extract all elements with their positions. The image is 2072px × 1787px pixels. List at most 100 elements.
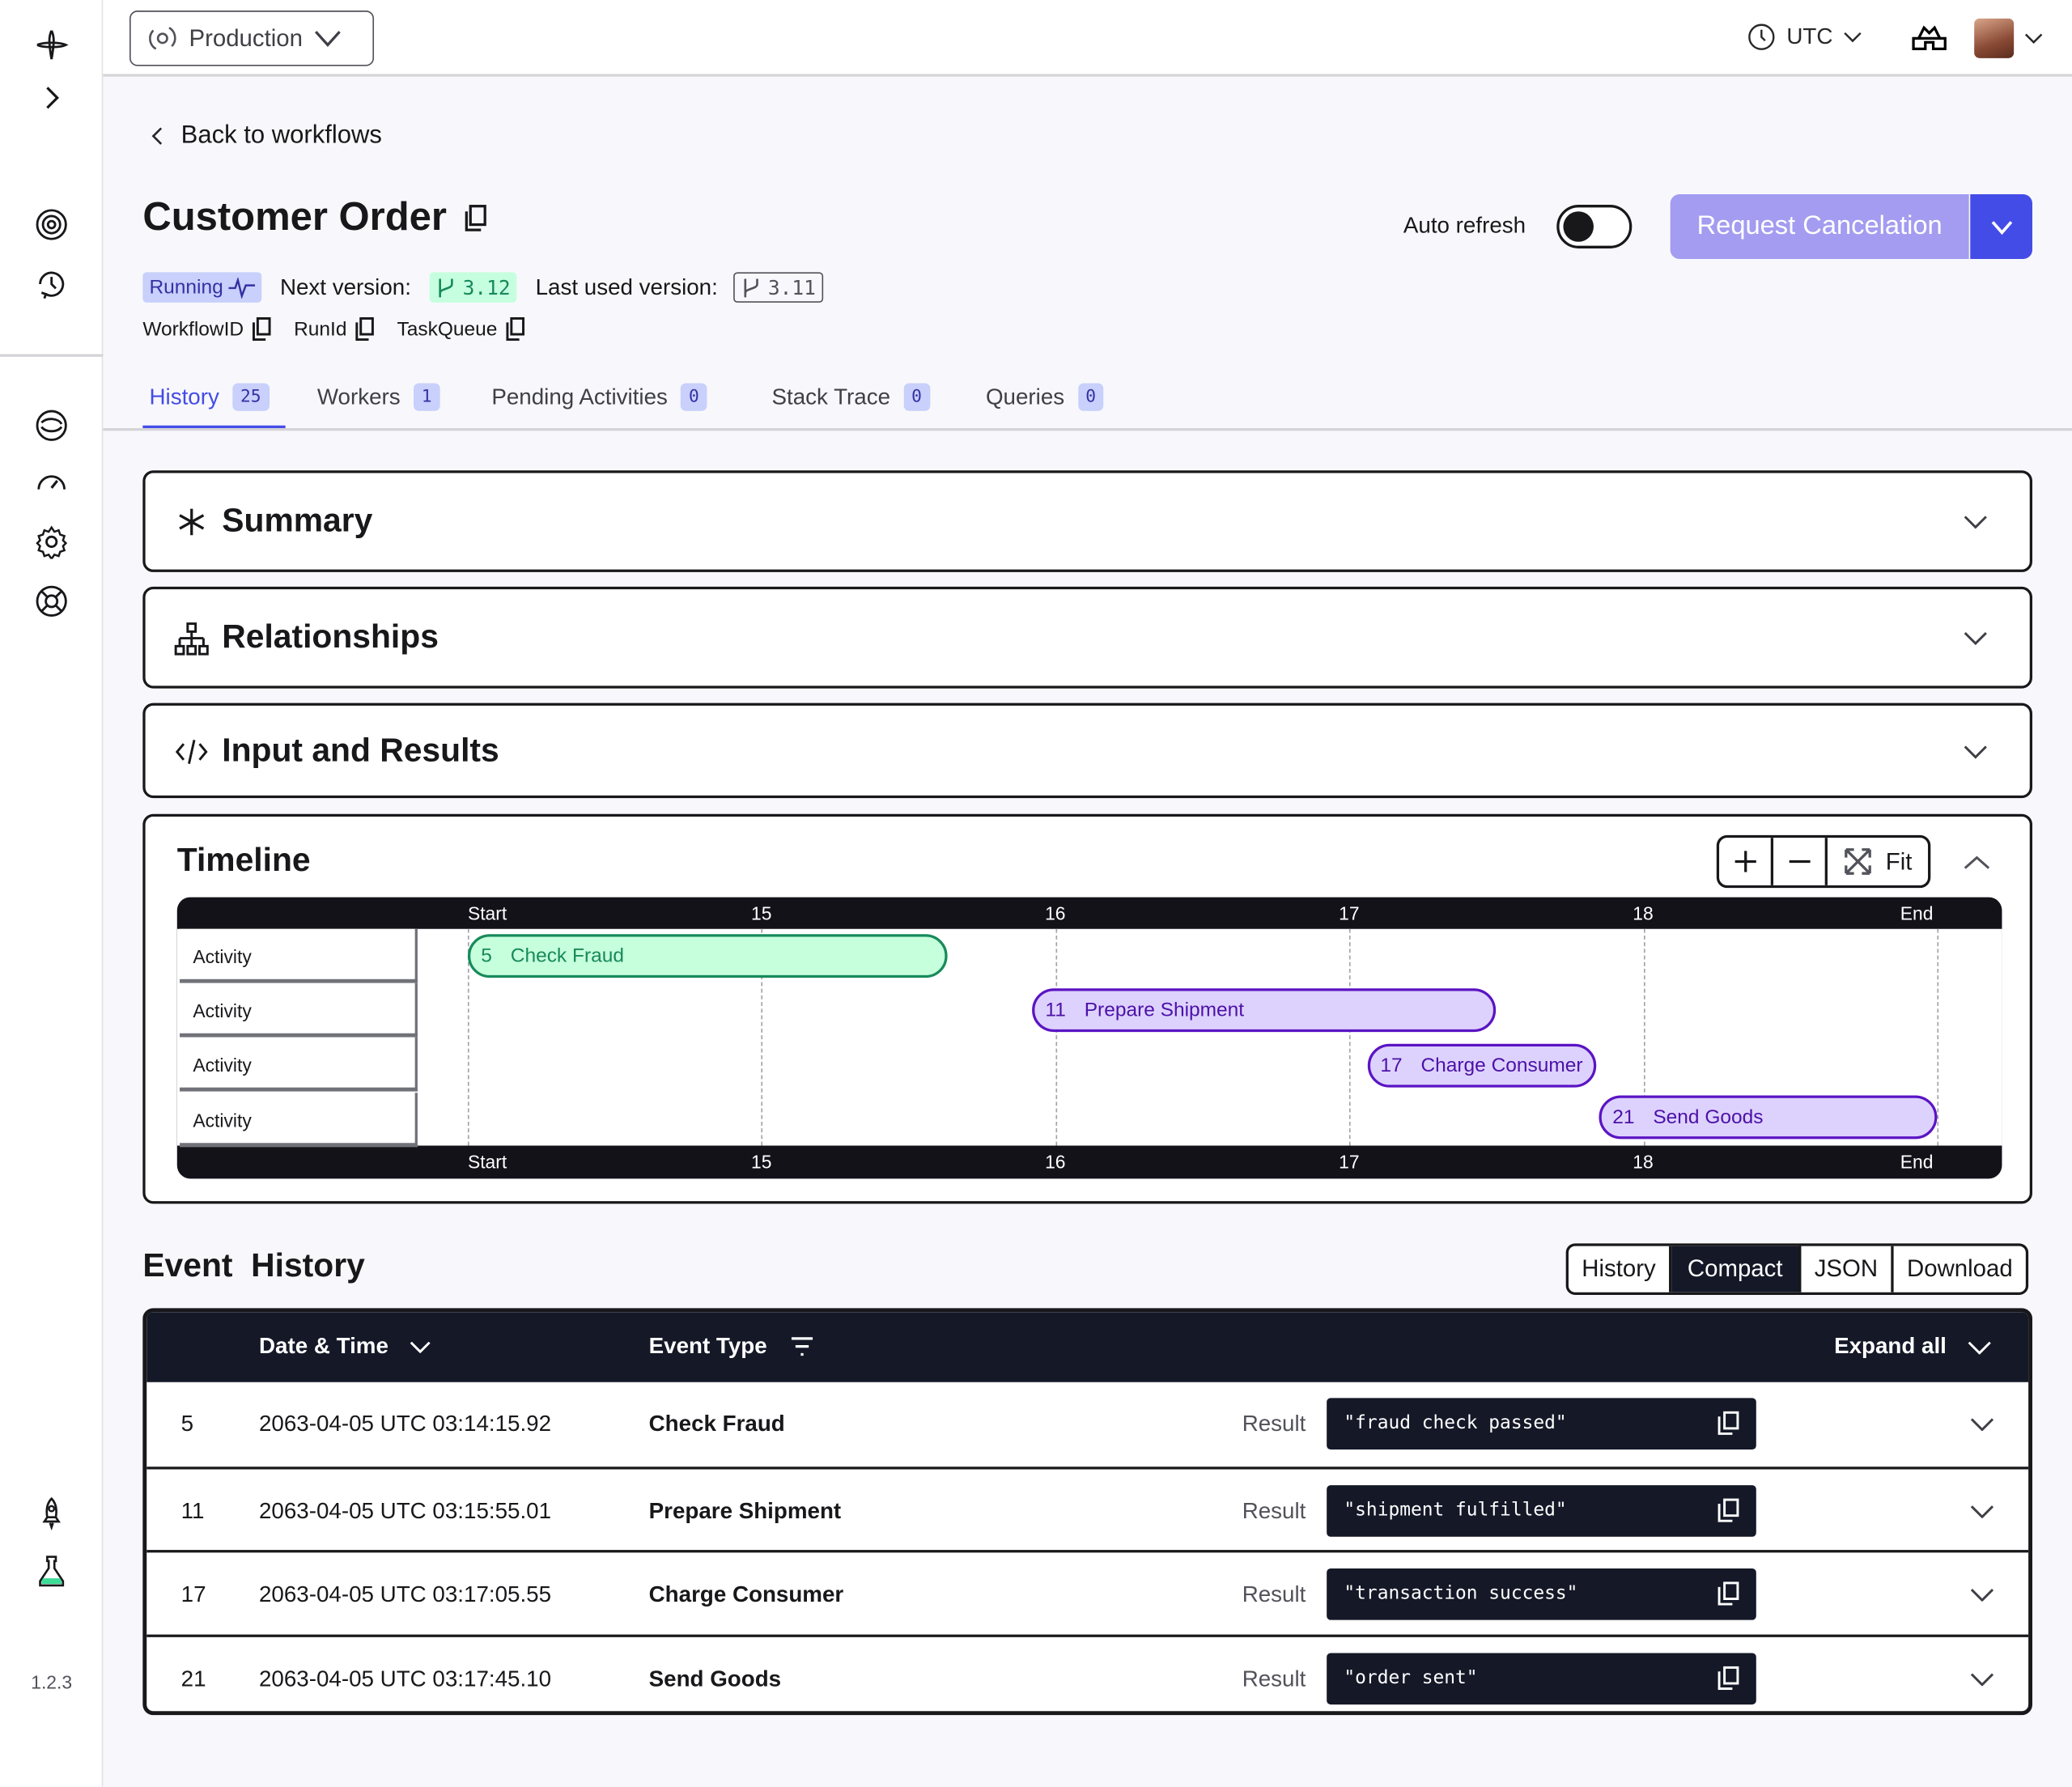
bar-event-name: Prepare Shipment [1084, 999, 1245, 1022]
back-to-workflows-link[interactable]: Back to workflows [149, 121, 382, 151]
user-avatar[interactable] [1974, 18, 2015, 58]
logo-icon[interactable] [34, 28, 69, 62]
bar-event-name: Charge Consumer [1420, 1054, 1583, 1077]
schedules-icon[interactable] [34, 267, 68, 301]
workflow-id-label: WorkflowID [142, 317, 244, 341]
input-results-section[interactable]: Input and Results [142, 702, 2033, 799]
axis-tick-label-bottom: 15 [750, 1151, 772, 1173]
last-version-badge: 3.11 [733, 272, 824, 303]
data-encoder-glasses-icon[interactable] [1911, 25, 1948, 52]
date-time-column-sort[interactable]: Date & Time [259, 1333, 431, 1360]
axis-tick-label-top: 15 [750, 902, 772, 924]
workflows-icon[interactable] [34, 207, 68, 241]
namespace-label: Production [189, 24, 303, 51]
copy-icon[interactable] [1717, 1664, 1740, 1691]
copy-task-queue[interactable]: TaskQueue [397, 316, 527, 342]
event-history-title: Event History [142, 1247, 365, 1284]
request-cancelation-button[interactable]: Request Cancelation [1670, 193, 1969, 259]
chevron-up-icon[interactable] [1964, 855, 1990, 871]
axis-tick-label-top: Start [467, 902, 507, 924]
chevron-down-icon[interactable] [1970, 1416, 1994, 1432]
labs-flask-icon[interactable] [34, 1554, 68, 1588]
chevron-down-icon[interactable] [1970, 1587, 1994, 1602]
view-json-button[interactable]: JSON [1801, 1246, 1894, 1292]
support-icon[interactable] [34, 584, 68, 618]
rocket-icon[interactable] [34, 1496, 68, 1530]
chevron-down-icon[interactable] [1970, 1503, 1994, 1518]
result-value: "shipment fulfilled" [1327, 1484, 1756, 1536]
table-header: Date & Time Event Type Expand all [146, 1312, 2029, 1382]
copy-icon[interactable] [1717, 1496, 1740, 1523]
download-button[interactable]: Download [1907, 1255, 2013, 1282]
copy-icon[interactable] [1717, 1410, 1740, 1437]
timeline-bar[interactable]: 5 Check Fraud [467, 934, 947, 978]
expand-all-button[interactable]: Expand all [1834, 1333, 1991, 1360]
zoom-out-button[interactable] [1773, 838, 1828, 885]
branch-icon [744, 278, 759, 297]
event-id: 17 [180, 1581, 206, 1607]
auto-refresh-toggle[interactable] [1556, 205, 1633, 248]
code-icon [175, 739, 208, 764]
tab-queries[interactable]: Queries 0 [986, 383, 1104, 411]
result-label: Result [1242, 1581, 1306, 1607]
event-date: 2063-04-05 UTC 03:14:15.92 [258, 1411, 552, 1437]
chevron-down-icon[interactable] [2024, 32, 2043, 45]
run-id-label: RunId [294, 317, 347, 341]
relationships-title: Relationships [222, 618, 439, 656]
workflow-ids: WorkflowID RunId TaskQueue [142, 316, 526, 342]
event-type-column-filter[interactable]: Event Type [649, 1333, 815, 1360]
tab-workers[interactable]: Workers 1 [316, 383, 440, 411]
timeline-bar[interactable]: 17 Charge Consumer [1367, 1043, 1597, 1088]
timeline-title: Timeline [176, 841, 311, 879]
summary-section[interactable]: Summary [142, 470, 2033, 572]
view-history-button[interactable]: History [1569, 1246, 1672, 1292]
view-compact-button[interactable]: Compact [1671, 1246, 1802, 1292]
timezone-label: UTC [1786, 23, 1833, 49]
namespaces-icon[interactable] [34, 408, 68, 442]
asterisk-icon [179, 508, 205, 536]
copy-icon [356, 316, 375, 342]
gridline [1937, 928, 1939, 1146]
row-label: Activity [180, 928, 418, 983]
table-row[interactable]: 5 2063-04-05 UTC 03:14:15.92 Check Fraud… [146, 1382, 2028, 1467]
dashboard-icon[interactable] [34, 466, 68, 500]
timeline-bar[interactable]: 21 Send Goods [1599, 1095, 1938, 1140]
chevron-down-icon [1990, 220, 2012, 235]
copy-workflow-id[interactable]: WorkflowID [142, 316, 273, 342]
tab-label: Workers [316, 384, 401, 410]
axis-tick-label-bottom: 17 [1339, 1151, 1360, 1173]
result-text: "transaction success" [1344, 1582, 1578, 1605]
tab-pending-activities[interactable]: Pending Activities 0 [491, 383, 707, 411]
tab-history[interactable]: History 25 [149, 383, 270, 411]
zoom-in-button[interactable] [1719, 838, 1774, 885]
table-row[interactable]: 17 2063-04-05 UTC 03:17:05.55 Charge Con… [146, 1550, 2029, 1634]
settings-icon[interactable] [34, 524, 68, 559]
chevron-down-icon[interactable] [1970, 1670, 1994, 1686]
chevron-down-icon [315, 31, 341, 47]
fit-button[interactable]: Fit [1828, 838, 1928, 885]
namespace-selector[interactable]: Production [129, 11, 375, 66]
cancel-options-dropdown[interactable] [1970, 193, 2033, 259]
page-title: Customer Order [142, 195, 447, 240]
timeline-bar[interactable]: 11 Prepare Shipment [1032, 988, 1497, 1033]
timeline-body: Activity 5 Check Fraud Activity 11 Prepare Sh… [176, 928, 2002, 1147]
plus-icon [1734, 851, 1756, 872]
event-type: Check Fraud [648, 1411, 785, 1437]
expand-sidebar-icon[interactable] [34, 81, 68, 115]
tab-label: History [149, 384, 219, 410]
bar-event-id: 21 [1612, 1106, 1635, 1129]
event-date: 2063-04-05 UTC 03:17:05.55 [258, 1581, 552, 1607]
axis-tick-label-top: 17 [1339, 902, 1360, 924]
timezone-selector[interactable]: UTC [1747, 23, 1862, 52]
axis-tick-label-top: End [1900, 902, 1934, 924]
copy-run-id[interactable]: RunId [294, 316, 376, 342]
copy-icon[interactable] [1717, 1581, 1740, 1607]
chevron-down-icon [410, 1341, 431, 1353]
axis-tick-label-top: 18 [1633, 902, 1654, 924]
copy-icon[interactable] [463, 203, 490, 232]
chevron-left-icon [151, 127, 163, 145]
relationships-section[interactable]: Relationships [142, 586, 2033, 689]
tab-stack-trace[interactable]: Stack Trace 0 [771, 383, 930, 411]
table-row[interactable]: 11 2063-04-05 UTC 03:15:55.01 Prepare Sh… [146, 1466, 2029, 1550]
table-row[interactable]: 21 2063-04-05 UTC 03:17:45.10 Send Goods… [146, 1633, 2029, 1712]
